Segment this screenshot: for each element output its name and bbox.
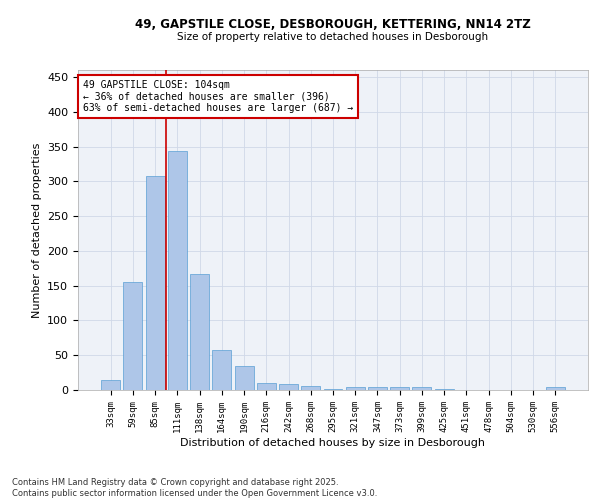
Bar xyxy=(257,383,276,390)
Bar xyxy=(101,380,120,390)
Bar xyxy=(346,386,365,390)
Text: Size of property relative to detached houses in Desborough: Size of property relative to detached ho… xyxy=(178,32,488,42)
Text: 49 GAPSTILE CLOSE: 104sqm
← 36% of detached houses are smaller (396)
63% of semi: 49 GAPSTILE CLOSE: 104sqm ← 36% of detac… xyxy=(83,80,353,113)
Text: 49, GAPSTILE CLOSE, DESBOROUGH, KETTERING, NN14 2TZ: 49, GAPSTILE CLOSE, DESBOROUGH, KETTERIN… xyxy=(135,18,531,30)
Bar xyxy=(435,388,454,390)
Bar xyxy=(235,366,254,390)
Bar xyxy=(279,384,298,390)
Bar xyxy=(412,387,431,390)
Bar xyxy=(390,387,409,390)
Bar xyxy=(212,350,231,390)
Bar xyxy=(368,386,387,390)
Bar xyxy=(323,388,343,390)
Bar xyxy=(301,386,320,390)
Bar xyxy=(146,176,164,390)
Y-axis label: Number of detached properties: Number of detached properties xyxy=(32,142,41,318)
Bar xyxy=(124,282,142,390)
Bar xyxy=(190,274,209,390)
Bar xyxy=(546,387,565,390)
X-axis label: Distribution of detached houses by size in Desborough: Distribution of detached houses by size … xyxy=(181,438,485,448)
Bar xyxy=(168,152,187,390)
Text: Contains HM Land Registry data © Crown copyright and database right 2025.
Contai: Contains HM Land Registry data © Crown c… xyxy=(12,478,377,498)
